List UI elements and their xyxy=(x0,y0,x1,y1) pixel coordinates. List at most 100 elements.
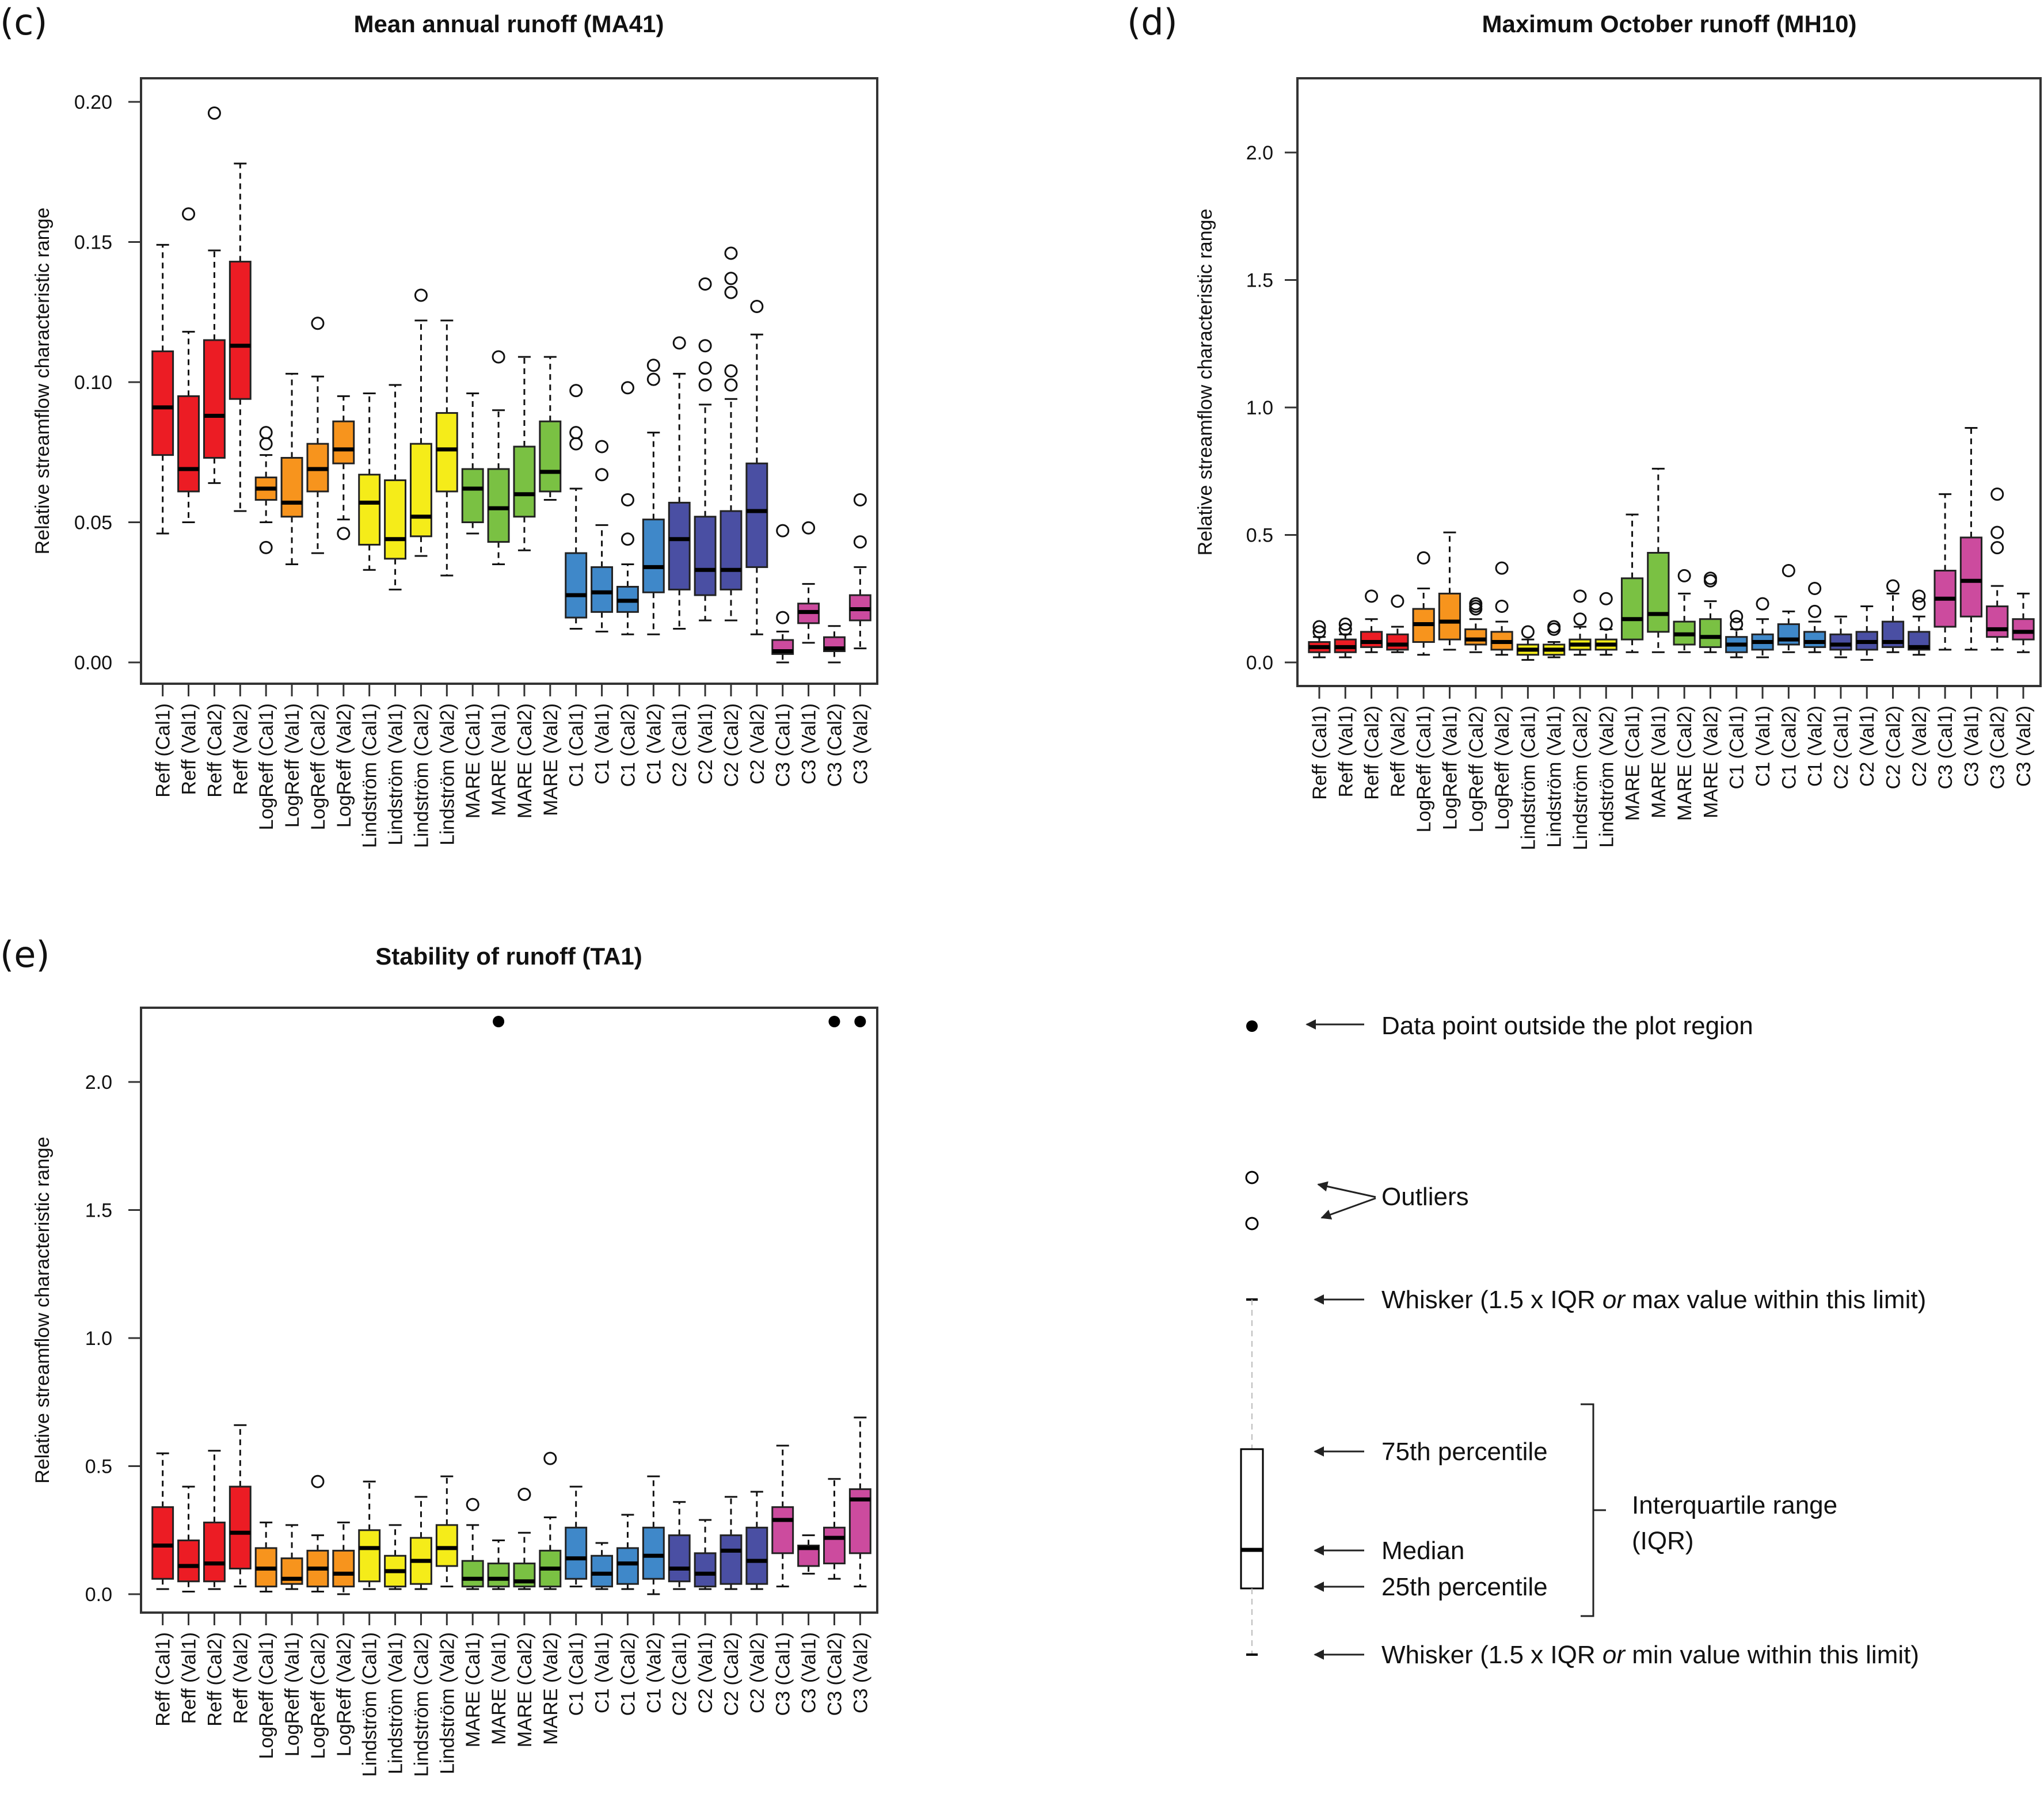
plot-frame xyxy=(140,77,878,685)
y-axis-label: Relative streamflow characteristic range xyxy=(32,208,54,555)
iqr-box xyxy=(1699,618,1722,648)
iqr-box xyxy=(565,552,588,619)
box-28: C3 (Val2) xyxy=(848,493,871,784)
y-tick-label: 1.5 xyxy=(1246,270,1273,292)
x-tick-label: C3 (Cal1) xyxy=(1935,706,1957,789)
x-tick-label: MARE (Val2) xyxy=(540,703,562,816)
iqr-box xyxy=(668,501,691,590)
outlier-point xyxy=(1338,622,1352,636)
iqr-box xyxy=(435,412,458,493)
box-3: Reff (Cal2) xyxy=(1360,589,1383,800)
x-tick-label: C1 (Val1) xyxy=(592,1632,614,1713)
box-15: MARE (Cal2) xyxy=(513,356,536,818)
x-tick-label: C3 (Val1) xyxy=(798,703,820,784)
box-11: Lindström (Cal2) xyxy=(409,288,432,848)
box-10: Lindström (Val1) xyxy=(384,384,407,845)
outlier-point xyxy=(1338,618,1352,631)
iqr-box xyxy=(229,261,252,400)
panel-letter-d: (d) xyxy=(1127,1,1178,43)
iqr-box xyxy=(565,1526,588,1580)
x-tick-label: LogReff (Cal1) xyxy=(256,703,277,830)
box-6: LogReff (Val1) xyxy=(1438,531,1461,830)
outlier-point xyxy=(1756,597,1769,611)
iqr-box xyxy=(539,420,562,493)
box-2: Reff (Val1) xyxy=(1334,618,1357,797)
x-tick-label: LogReff (Val2) xyxy=(333,1632,355,1756)
x-tick-label: Reff (Cal1) xyxy=(153,1632,174,1727)
iqr-box xyxy=(203,1521,226,1583)
legend-p75-label: 75th percentile xyxy=(1381,1438,1548,1466)
x-tick-label: Reff (Cal2) xyxy=(204,703,226,798)
iqr-box xyxy=(435,1524,458,1567)
outlier-point xyxy=(698,378,712,392)
box-18: C1 (Val1) xyxy=(591,1542,614,1713)
box-10: Lindström (Val1) xyxy=(384,1524,407,1774)
box-7: LogReff (Cal2) xyxy=(306,1474,329,1759)
box-13: MARE (Cal1) xyxy=(1620,513,1644,821)
iqr-box xyxy=(1386,633,1409,651)
x-tick-label: C3 (Val1) xyxy=(1961,706,1982,787)
box-20: C1 (Val2) xyxy=(642,1475,665,1713)
box-25: C3 (Cal1) xyxy=(771,524,794,787)
iqr-box xyxy=(461,468,484,523)
box-7: LogReff (Cal2) xyxy=(306,317,329,830)
iqr-box xyxy=(771,1506,794,1554)
iqr-brace xyxy=(1581,1403,1606,1617)
x-tick-label: Lindström (Cal2) xyxy=(410,703,432,848)
box-27: C3 (Cal2) xyxy=(1986,487,2009,789)
outlier-point xyxy=(698,339,712,353)
plot-frame xyxy=(140,1007,878,1614)
box-28: C3 (Val2) xyxy=(2012,592,2035,787)
outlier-point xyxy=(259,437,273,451)
x-tick-label: Reff (Cal2) xyxy=(204,1632,226,1727)
iqr-box xyxy=(358,474,381,546)
box-1: Reff (Cal1) xyxy=(1308,620,1331,800)
box-18: C1 (Val1) xyxy=(591,440,614,784)
box-18: C1 (Val1) xyxy=(1751,597,1774,787)
arrow-icon xyxy=(1317,1181,1376,1198)
iqr-box xyxy=(358,1529,381,1583)
box-5: LogReff (Cal1) xyxy=(1412,551,1435,833)
iqr-box xyxy=(229,1485,252,1570)
x-tick-label: MARE (Val1) xyxy=(1648,706,1670,818)
iqr-box xyxy=(487,1563,510,1588)
outlier-point xyxy=(311,317,325,330)
outlier-point xyxy=(1990,541,2004,555)
legend-whisker-max-label: Whisker (1.5 x IQR or max value within t… xyxy=(1381,1286,1926,1314)
legend-outside-point-label: Data point outside the plot region xyxy=(1381,1012,1753,1040)
iqr-box xyxy=(332,1549,355,1588)
x-tick-label: LogReff (Val1) xyxy=(281,703,303,828)
iqr-box xyxy=(177,395,200,493)
outlier-point xyxy=(853,535,867,549)
outlier-point xyxy=(414,288,428,302)
box-13: MARE (Cal1) xyxy=(461,392,484,818)
outlier-point xyxy=(595,440,609,454)
outlier-point xyxy=(1677,569,1691,582)
x-tick-label: LogReff (Val1) xyxy=(1439,706,1461,830)
legend-iqr-label-2: (IQR) xyxy=(1632,1527,1694,1555)
iqr-box xyxy=(720,1534,743,1585)
x-tick-label: MARE (Cal1) xyxy=(1622,706,1644,821)
x-tick-label: C1 (Cal1) xyxy=(566,703,588,787)
outlier-point xyxy=(724,272,738,285)
outlier-point xyxy=(1703,571,1717,585)
box-17: C1 (Cal1) xyxy=(1725,609,1748,789)
outlier-point xyxy=(724,378,738,392)
x-tick-label: Reff (Val1) xyxy=(1335,706,1357,797)
box-12: Lindström (Val2) xyxy=(1594,592,1617,848)
y-tick-label: 0.05 xyxy=(74,512,112,534)
panel-stability-of-runoff: (e) Stability of runoff (TA1) 0.0 0.5 1.0 1… xyxy=(0,933,878,1777)
iqr-box xyxy=(1438,592,1461,641)
outlier-point xyxy=(776,524,790,538)
iqr-box xyxy=(642,519,665,593)
x-tick-label: MARE (Cal1) xyxy=(462,1632,484,1747)
iqr-box xyxy=(1803,631,1826,648)
outlier-point xyxy=(1990,487,2004,501)
box-9: Lindström (Cal1) xyxy=(358,1480,381,1777)
panel-maximum-october-runoff: (d) Maximum October runoff (MH10) 0.0 0.5… xyxy=(1127,1,2042,850)
outlier-point xyxy=(621,493,634,507)
x-tick-label: MARE (Cal1) xyxy=(462,703,484,818)
x-tick-label: LogReff (Val2) xyxy=(1491,706,1513,830)
box-10: Lindström (Val1) xyxy=(1543,620,1566,848)
